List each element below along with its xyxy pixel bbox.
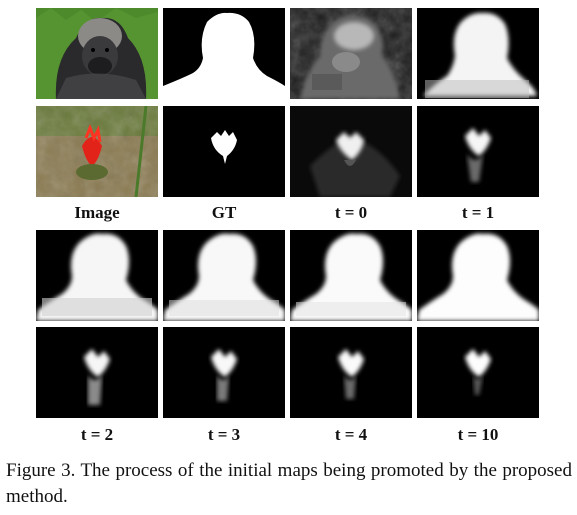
label-t4: t = 4 [334, 425, 368, 444]
label-t2: t = 2 [80, 425, 114, 444]
gorilla-image [36, 8, 158, 99]
figure-caption: Figure 3. The process of the initial map… [6, 460, 572, 507]
map-t4-flower [290, 327, 412, 418]
map-t1-flower [417, 106, 539, 197]
label-image: Image [74, 203, 120, 222]
map-t4-gorilla [290, 230, 412, 321]
label-t0: t = 0 [334, 203, 368, 222]
map-t3-flower [163, 327, 285, 418]
label-t1: t = 1 [461, 203, 495, 222]
flower-image [36, 106, 158, 197]
map-t0-gorilla [290, 8, 412, 99]
map-t2-gorilla [36, 230, 158, 321]
gt-map-gorilla [163, 8, 285, 99]
label-t10: t = 10 [457, 425, 499, 444]
map-t10-gorilla [417, 230, 539, 321]
map-t0-flower [290, 106, 412, 197]
map-t10-flower [417, 327, 539, 418]
label-t3: t = 3 [207, 425, 241, 444]
map-t1-gorilla [417, 8, 539, 99]
map-t2-flower [36, 327, 158, 418]
label-gt: GT [211, 203, 237, 222]
gt-map-flower [163, 106, 285, 197]
map-t3-gorilla [163, 230, 285, 321]
